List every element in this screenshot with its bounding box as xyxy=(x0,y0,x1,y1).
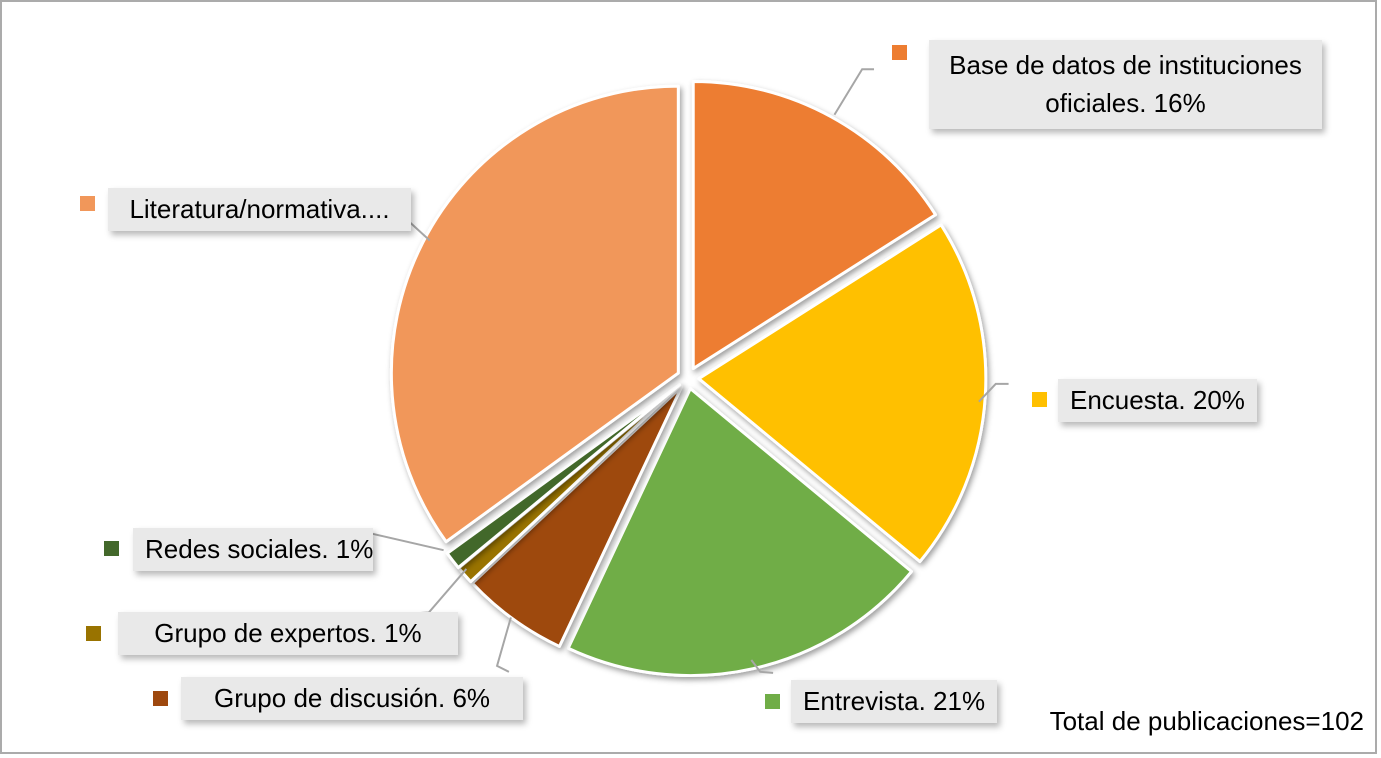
callout-label-grupo-discusion: Grupo de discusión. 6% xyxy=(181,677,523,720)
callout-label-grupo-expertos: Grupo de expertos. 1% xyxy=(118,612,458,655)
leader-lines xyxy=(370,68,1009,674)
legend-key-grupo-expertos-icon xyxy=(86,626,101,641)
leader-encuesta xyxy=(978,382,1009,403)
callout-grupo-discusion: Grupo de discusión. 6% xyxy=(153,677,523,720)
pie-slice-1-encuesta xyxy=(697,223,988,564)
callout-literatura: Literatura/normativa.... xyxy=(80,188,411,231)
leader-literatura xyxy=(407,219,431,242)
callout-encuesta: Encuesta. 20% xyxy=(1032,379,1257,422)
legend-key-entrevista-icon xyxy=(765,694,780,709)
callout-label-base-de-datos: Base de datos de instituciones oficiales… xyxy=(929,40,1322,130)
callout-label-encuesta: Encuesta. 20% xyxy=(1058,379,1257,422)
legend-key-base-de-datos-icon xyxy=(892,45,907,60)
leader-grupo-expertos xyxy=(411,568,468,615)
legend-key-literatura-icon xyxy=(80,196,95,211)
leader-base-de-datos xyxy=(833,68,875,116)
leader-redes-sociales xyxy=(370,532,444,552)
callout-grupo-expertos: Grupo de expertos. 1% xyxy=(86,612,458,655)
pie-slice-5-redes-sociales xyxy=(445,383,681,570)
callout-label-redes-sociales: Redes sociales. 1% xyxy=(133,528,373,571)
pie-slice-6-literatura-normativa xyxy=(389,84,680,544)
pie-slice-3-grupo-de-discusi-n xyxy=(470,385,684,648)
legend-key-grupo-discusion-icon xyxy=(153,691,168,706)
total-publications-note: Total de publicaciones=102 xyxy=(1049,706,1364,736)
pie-slice-2-entrevista xyxy=(566,387,913,678)
legend-key-redes-sociales-icon xyxy=(104,541,119,556)
callout-redes-sociales: Redes sociales. 1% xyxy=(104,528,373,571)
legend-key-encuesta-icon xyxy=(1032,392,1047,407)
callout-entrevista: Entrevista. 21% xyxy=(765,680,998,723)
pie-slice-0-base-de-datos-de-instituciones-oficiales xyxy=(691,80,937,370)
callout-label-entrevista: Entrevista. 21% xyxy=(791,680,998,723)
leader-grupo-discusion xyxy=(495,617,512,673)
leader-entrevista xyxy=(750,659,774,674)
callout-base-de-datos: Base de datos de instituciones oficiales… xyxy=(892,40,1322,130)
callout-label-literatura: Literatura/normativa.... xyxy=(108,188,411,231)
